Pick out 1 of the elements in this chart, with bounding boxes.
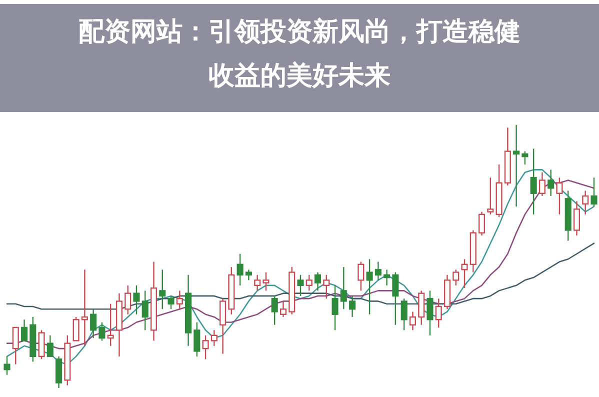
chart-title: 配资网站：引领投资新风尚，打造稳健收益的美好未来 <box>78 16 522 93</box>
